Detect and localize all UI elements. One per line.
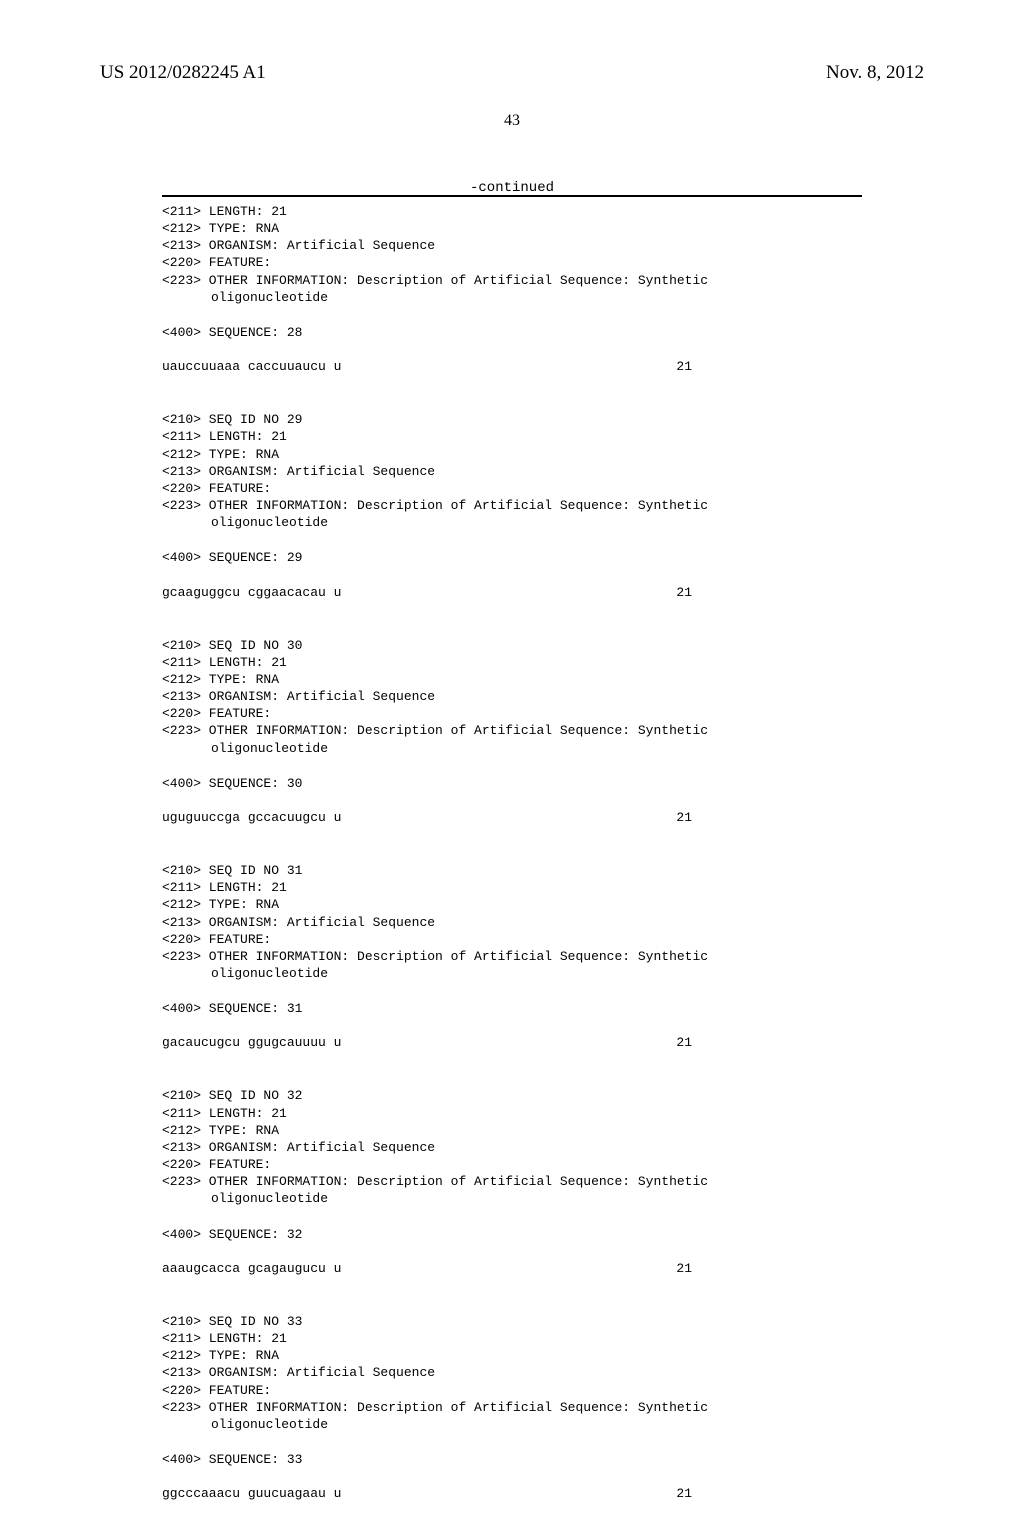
seq-meta-line: <213> ORGANISM: Artificial Sequence <box>162 1364 862 1381</box>
seq-data-row: gcaaguggcu cggaacacau u 21 <box>162 584 862 601</box>
seq-meta-line: <211> LENGTH: 21 <box>162 654 862 671</box>
seq-meta-line: <223> OTHER INFORMATION: Description of … <box>162 272 862 289</box>
seq-meta-indent: oligonucleotide <box>162 289 862 306</box>
seq-meta-indent: oligonucleotide <box>162 514 862 531</box>
seq-meta-line: <212> TYPE: RNA <box>162 220 862 237</box>
seq-meta-indent: oligonucleotide <box>162 740 862 757</box>
sequence-length: 21 <box>676 1260 862 1277</box>
header-row: US 2012/0282245 A1 Nov. 8, 2012 <box>100 62 924 84</box>
seq-label: <400> SEQUENCE: 29 <box>162 549 862 566</box>
seq-label: <400> SEQUENCE: 31 <box>162 1000 862 1017</box>
seq-block-30: <210> SEQ ID NO 30<211> LENGTH: 21<212> … <box>162 619 862 826</box>
seq-label: <400> SEQUENCE: 33 <box>162 1451 862 1468</box>
sequence-text: gcaaguggcu cggaacacau u <box>162 584 341 601</box>
seq-meta-indent: oligonucleotide <box>162 1416 862 1433</box>
seq-meta-line: <213> ORGANISM: Artificial Sequence <box>162 237 862 254</box>
seq-meta-line: <223> OTHER INFORMATION: Description of … <box>162 722 862 739</box>
seq-meta-line: <211> LENGTH: 21 <box>162 428 862 445</box>
sequence-length: 21 <box>676 584 862 601</box>
seq-meta-line: <213> ORGANISM: Artificial Sequence <box>162 463 862 480</box>
seq-meta-line: <220> FEATURE: <box>162 480 862 497</box>
seq-meta-line: <210> SEQ ID NO 29 <box>162 411 862 428</box>
seq-meta-line: <210> SEQ ID NO 30 <box>162 637 862 654</box>
seq-meta-line: <212> TYPE: RNA <box>162 896 862 913</box>
sequence-length: 21 <box>676 809 862 826</box>
publication-number: US 2012/0282245 A1 <box>100 62 266 84</box>
seq-meta-line: <212> TYPE: RNA <box>162 1347 862 1364</box>
seq-meta-line: <223> OTHER INFORMATION: Description of … <box>162 1173 862 1190</box>
seq-meta-line: <223> OTHER INFORMATION: Description of … <box>162 948 862 965</box>
seq-meta-line: <213> ORGANISM: Artificial Sequence <box>162 688 862 705</box>
seq-meta-line: <212> TYPE: RNA <box>162 1122 862 1139</box>
seq-meta-line: <220> FEATURE: <box>162 1156 862 1173</box>
seq-meta-line: <213> ORGANISM: Artificial Sequence <box>162 1139 862 1156</box>
sequence-length: 21 <box>676 1485 862 1502</box>
sequence-text: ggcccaaacu guucuagaau u <box>162 1485 341 1502</box>
seq-meta-line: <223> OTHER INFORMATION: Description of … <box>162 1399 862 1416</box>
seq-data-row: uauccuuaaa caccuuaucu u 21 <box>162 358 862 375</box>
seq-block-28: <211> LENGTH: 21 <212> TYPE: RNA <213> O… <box>162 203 862 375</box>
seq-label: <400> SEQUENCE: 32 <box>162 1226 862 1243</box>
seq-meta-line: <211> LENGTH: 21 <box>162 203 862 220</box>
seq-block-33: <210> SEQ ID NO 33<211> LENGTH: 21<212> … <box>162 1295 862 1502</box>
seq-block-32: <210> SEQ ID NO 32<211> LENGTH: 21<212> … <box>162 1069 862 1276</box>
seq-label: <400> SEQUENCE: 28 <box>162 324 862 341</box>
sequence-listing: <211> LENGTH: 21 <212> TYPE: RNA <213> O… <box>162 195 862 1520</box>
seq-meta-line: <211> LENGTH: 21 <box>162 1105 862 1122</box>
seq-data-row: uguguuccga gccacuugcu u 21 <box>162 809 862 826</box>
sequence-text: uguguuccga gccacuugcu u <box>162 809 341 826</box>
seq-meta-line: <210> SEQ ID NO 32 <box>162 1087 862 1104</box>
seq-meta-line: <212> TYPE: RNA <box>162 671 862 688</box>
page-number: 43 <box>504 112 520 130</box>
seq-data-row: ggcccaaacu guucuagaau u 21 <box>162 1485 862 1502</box>
seq-meta-line: <212> TYPE: RNA <box>162 446 862 463</box>
seq-label: <400> SEQUENCE: 30 <box>162 775 862 792</box>
publication-date: Nov. 8, 2012 <box>826 62 924 84</box>
seq-meta-indent: oligonucleotide <box>162 965 862 982</box>
seq-meta-line: <220> FEATURE: <box>162 1382 862 1399</box>
sequence-length: 21 <box>676 1034 862 1051</box>
seq-meta-line: <210> SEQ ID NO 33 <box>162 1313 862 1330</box>
seq-meta-line: <210> SEQ ID NO 31 <box>162 862 862 879</box>
seq-meta-line: <211> LENGTH: 21 <box>162 879 862 896</box>
seq-meta-line: <220> FEATURE: <box>162 254 862 271</box>
seq-meta-line: <223> OTHER INFORMATION: Description of … <box>162 497 862 514</box>
seq-data-row: aaaugcacca gcagaugucu u 21 <box>162 1260 862 1277</box>
sequence-text: gacaucugcu ggugcauuuu u <box>162 1034 341 1051</box>
seq-meta-line: <213> ORGANISM: Artificial Sequence <box>162 914 862 931</box>
sequence-text: uauccuuaaa caccuuaucu u <box>162 358 341 375</box>
seq-meta-line: <220> FEATURE: <box>162 705 862 722</box>
seq-data-row: gacaucugcu ggugcauuuu u 21 <box>162 1034 862 1051</box>
sequence-length: 21 <box>676 358 862 375</box>
page-header: US 2012/0282245 A1 Nov. 8, 2012 <box>0 62 1024 84</box>
continued-label: -continued <box>470 180 554 196</box>
sequence-text: aaaugcacca gcagaugucu u <box>162 1260 341 1277</box>
seq-meta-line: <211> LENGTH: 21 <box>162 1330 862 1347</box>
seq-block-29: <210> SEQ ID NO 29<211> LENGTH: 21<212> … <box>162 393 862 600</box>
seq-meta-line: <220> FEATURE: <box>162 931 862 948</box>
seq-block-31: <210> SEQ ID NO 31<211> LENGTH: 21<212> … <box>162 844 862 1051</box>
seq-meta-indent: oligonucleotide <box>162 1190 862 1207</box>
